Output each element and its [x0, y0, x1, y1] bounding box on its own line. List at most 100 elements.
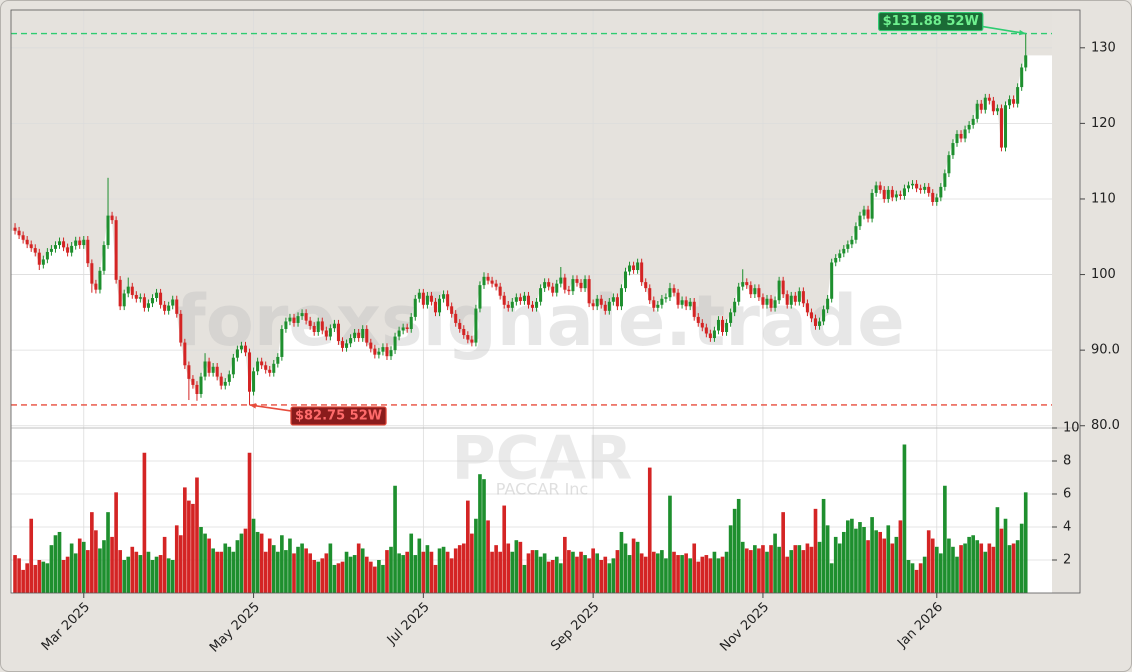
candle-body	[793, 295, 797, 302]
volume-bar	[983, 551, 988, 593]
candle-body	[373, 348, 377, 355]
candle-body	[838, 253, 842, 258]
candle-body	[312, 325, 316, 333]
candle-body	[599, 298, 603, 305]
candle-body	[539, 288, 543, 302]
candle-body	[619, 288, 623, 307]
volume-bar	[417, 538, 422, 593]
candle-body	[462, 328, 466, 336]
volume-bar	[886, 525, 891, 593]
volume-bar	[971, 535, 975, 593]
volume-bar	[126, 556, 131, 593]
annotation-text: $131.88 52W	[883, 14, 979, 29]
candle-body	[987, 97, 991, 101]
candle-body	[656, 304, 660, 308]
volume-bar	[65, 556, 70, 593]
volume-bar	[910, 563, 915, 593]
volume-bar	[748, 550, 753, 593]
candle-body	[943, 173, 947, 187]
candle-body	[57, 241, 62, 246]
volume-bar	[409, 533, 414, 593]
candle-body	[902, 188, 906, 196]
candle-body	[142, 297, 146, 308]
candle-body	[324, 330, 328, 337]
volume-bar	[538, 556, 543, 593]
candle-body	[890, 189, 894, 198]
volume-bar	[587, 558, 591, 593]
volume-bar	[502, 505, 507, 593]
annotation-layer: $131.88 52W $82.75 52W	[11, 11, 1052, 426]
volume-bar	[271, 545, 276, 593]
candle-body	[1024, 55, 1028, 68]
volume-bar	[360, 548, 365, 593]
volume-bar	[902, 444, 907, 593]
candle-body	[858, 215, 862, 227]
volume-bar	[833, 536, 838, 593]
volume-bar	[203, 533, 207, 593]
volume-bar	[130, 546, 135, 593]
volume-bar	[29, 518, 34, 593]
volume-bar	[817, 541, 822, 593]
candle-body	[959, 133, 963, 139]
volume-bar	[793, 545, 798, 593]
candle-body	[33, 248, 37, 253]
candle-body	[878, 185, 882, 190]
candle-body	[765, 298, 769, 305]
candle-body	[243, 345, 247, 353]
candle-body	[644, 282, 648, 289]
candle-body	[377, 351, 381, 355]
candle-body	[369, 342, 373, 349]
volume-bar	[474, 518, 478, 593]
candle-body	[999, 108, 1003, 148]
candle-body	[207, 361, 211, 373]
volume-bar	[364, 556, 369, 593]
candle-body	[215, 366, 219, 377]
candle-body	[753, 288, 757, 295]
candle-body	[474, 308, 478, 343]
candle-body	[749, 285, 753, 295]
volume-bar	[178, 535, 183, 593]
candle-body	[712, 330, 716, 339]
volume-bar	[118, 550, 122, 593]
candle-body	[708, 333, 712, 339]
candle-body	[296, 316, 300, 323]
candle-body	[522, 295, 526, 302]
candle-body	[276, 356, 280, 364]
candle-body	[211, 366, 215, 373]
plot-frame	[10, 9, 1081, 594]
candle-body	[526, 295, 530, 305]
volume-tick-label: 6	[1063, 487, 1071, 502]
candle-body	[320, 321, 324, 331]
candle-body	[721, 319, 725, 333]
volume-bar	[943, 485, 947, 593]
candle-body	[365, 328, 369, 343]
volume-bar	[413, 555, 418, 593]
volume-bar	[401, 555, 405, 593]
candle-body	[138, 297, 142, 299]
candle-body	[494, 283, 498, 287]
volume-bar	[801, 550, 806, 593]
area-layer	[11, 10, 1052, 394]
volume-bar	[615, 550, 620, 593]
candle-body	[425, 295, 429, 305]
volume-bar	[627, 555, 632, 593]
candle-body	[17, 230, 21, 236]
volume-bar	[421, 551, 426, 593]
volume-bar	[478, 474, 482, 593]
volume-bar	[583, 555, 587, 593]
volume-bar	[453, 548, 458, 593]
volume-bar	[571, 551, 575, 593]
volume-bar	[429, 551, 434, 593]
candle-body	[300, 313, 304, 317]
volume-bar	[207, 538, 211, 593]
candle-body	[745, 282, 749, 286]
volume-bar	[676, 555, 680, 593]
candle-body	[397, 330, 401, 337]
volume-bar	[639, 553, 644, 593]
volume-bar	[643, 556, 648, 593]
candle-body	[458, 322, 462, 329]
volume-bar	[769, 545, 773, 593]
candle-body	[450, 306, 454, 314]
candle-body	[801, 291, 805, 304]
volume-bar	[761, 545, 765, 593]
